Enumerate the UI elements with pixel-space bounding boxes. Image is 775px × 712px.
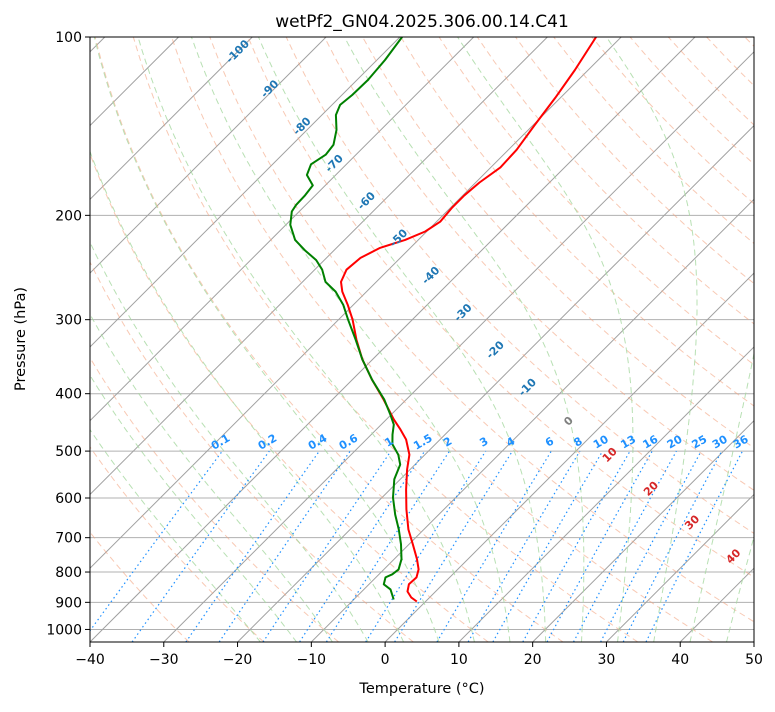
moist-adiabat-line [605, 35, 697, 642]
mixing-ratio-line [219, 451, 350, 642]
y-tick-label: 1000 [46, 622, 82, 638]
mixing-ratio-label: 25 [690, 433, 710, 452]
mixing-ratio-label: 30 [710, 432, 730, 451]
x-tick-label: −40 [75, 652, 105, 668]
mixing-ratio-label: 13 [618, 433, 638, 452]
x-tick-label: −10 [297, 652, 327, 668]
dry-adiabat-line [19, 37, 414, 642]
dry-adiabat-line [554, 37, 775, 642]
moist-adiabat-line [0, 35, 261, 642]
x-tick-label: 50 [745, 652, 763, 668]
isotherm-line [16, 37, 621, 642]
y-tick-label: 900 [55, 595, 82, 611]
y-tick-label: 300 [55, 313, 82, 329]
isotherm-line [0, 37, 547, 642]
isotherm-line [459, 37, 775, 642]
background-lines [0, 35, 775, 642]
dry-adiabat-line [745, 37, 775, 642]
mixing-ratio-line [646, 451, 743, 642]
dry-adiabat-line [363, 37, 775, 642]
dry-adiabat-line [57, 37, 488, 642]
mixing-ratio-label: 1.5 [411, 432, 434, 453]
mixing-ratio-line [132, 451, 269, 642]
x-tick-label: 30 [598, 652, 616, 668]
x-tick-label: 10 [450, 652, 468, 668]
isotherm-label: 0 [561, 414, 576, 429]
x-tick-label: 20 [524, 652, 542, 668]
mixing-ratio-label: 3 [477, 435, 490, 450]
isotherm-label: 30 [682, 512, 702, 532]
mixing-ratio-label: 0.4 [306, 431, 330, 452]
dry-adiabat-line [630, 37, 775, 642]
dry-adiabat-line [439, 37, 775, 642]
isotherm-label: 20 [641, 478, 661, 498]
dry-adiabat-line [592, 37, 775, 642]
isotherm-line [164, 37, 769, 642]
y-tick-label: 500 [55, 444, 82, 460]
isotherm-label: 40 [723, 546, 743, 566]
y-tick-label: 800 [55, 565, 82, 581]
x-tick-label: 40 [671, 652, 689, 668]
x-tick-label: −20 [223, 652, 253, 668]
mixing-ratio-line [523, 451, 630, 642]
dry-adiabat-line [133, 37, 638, 642]
moist-adiabat-line [0, 35, 333, 642]
mixing-ratio-label: 20 [665, 432, 685, 451]
isotherm-line [0, 37, 400, 642]
mixing-ratio-line [366, 451, 486, 642]
dry-adiabat-line [668, 37, 775, 642]
mixing-ratio-line [574, 451, 677, 642]
y-tick-label: 600 [55, 491, 82, 507]
mixing-ratio-label: 6 [543, 434, 556, 449]
isotherm-label: -40 [419, 264, 442, 287]
y-tick-label: 700 [55, 531, 82, 547]
mixing-ratio-label: 8 [572, 435, 585, 450]
x-tick-label: −30 [149, 652, 179, 668]
moist-adiabat-line [26, 35, 369, 642]
dry-adiabat-line [707, 37, 775, 642]
moist-adiabat-line [57, 35, 404, 642]
mixing-ratio-line [547, 451, 652, 642]
isotherm-line [680, 37, 775, 642]
x-axis-label: Temperature (°C) [358, 681, 484, 697]
dry-adiabat-line [0, 37, 264, 642]
mixing-ratio-line [82, 451, 223, 642]
mixing-ratio-label: 16 [641, 432, 661, 451]
y-tick-label: 400 [55, 387, 82, 403]
plot-frame [90, 37, 754, 642]
mixing-ratio-label: 36 [731, 432, 751, 451]
moist-adiabat-line [94, 35, 439, 642]
moist-adiabat-line [344, 35, 584, 642]
isotherm-label: -80 [290, 114, 313, 137]
dry-adiabat-line [0, 37, 339, 642]
x-tick-label: 0 [381, 652, 390, 668]
isotherm-line [90, 37, 695, 642]
isotherm-line [0, 37, 326, 642]
dry-adiabat-line [172, 37, 713, 642]
mixing-ratio-line [263, 451, 391, 642]
y-tick-label: 100 [55, 30, 82, 46]
isotherm-line [311, 37, 775, 642]
isotherm-line [0, 37, 252, 642]
chart-title: wetPf2_GN04.2025.306.00.14.C41 [275, 12, 569, 32]
y-tick-label: 200 [55, 208, 82, 224]
mixing-ratio-line [326, 451, 449, 642]
isotherm-label: -20 [484, 338, 507, 361]
isotherm-label: -30 [451, 301, 474, 324]
isotherm-line [754, 37, 775, 642]
y-axis-label: Pressure (hPa) [13, 287, 29, 391]
mixing-ratio-label: 0.1 [209, 432, 232, 453]
isotherm-label: -10 [516, 375, 539, 398]
mixing-ratio-line [395, 451, 513, 642]
